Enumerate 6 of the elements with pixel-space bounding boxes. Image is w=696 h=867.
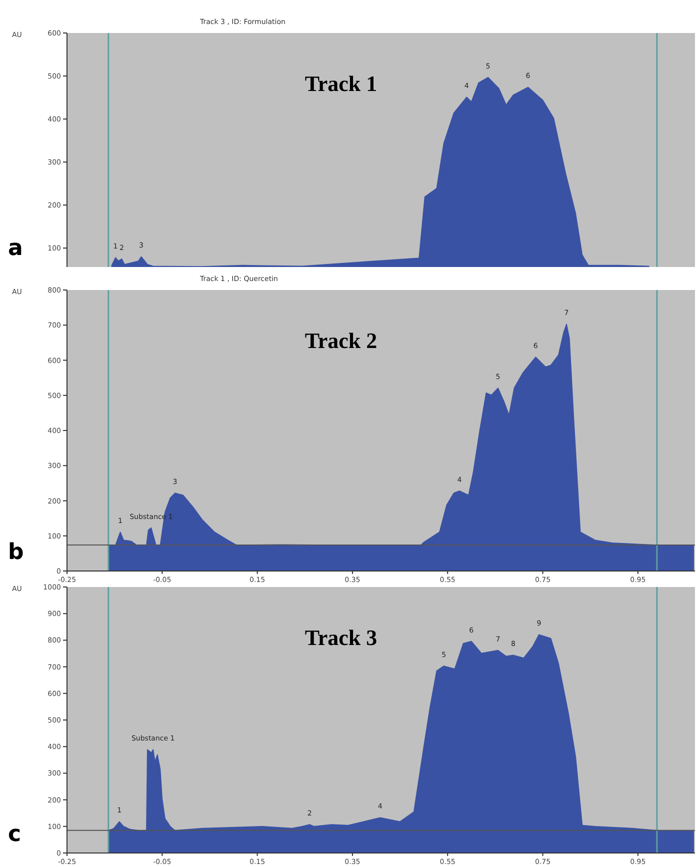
- text: b: [8, 540, 24, 565]
- text: c: [8, 822, 22, 847]
- text: Track 1: [304, 71, 378, 96]
- text: Track 2: [304, 328, 378, 353]
- text: Track 3: [304, 625, 378, 650]
- text: a: [8, 236, 23, 261]
